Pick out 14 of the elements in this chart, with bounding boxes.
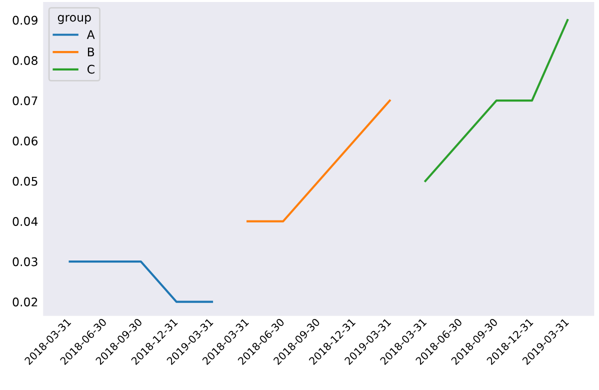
legend-title: group — [58, 14, 91, 24]
legend-label: B — [88, 48, 94, 56]
y-tick-label: 0.07 — [12, 96, 38, 106]
y-tick-label: 0.03 — [12, 257, 38, 266]
y-tick-label: 0.08 — [12, 56, 38, 65]
y-tick-label: 0.09 — [12, 16, 38, 25]
y-tick-label: 0.02 — [12, 298, 38, 306]
legend-label: C — [87, 64, 94, 74]
y-tick-label: 0.06 — [12, 136, 38, 146]
y-tick-label: 0.05 — [12, 176, 38, 186]
y-tick-label: 0.04 — [12, 217, 38, 226]
legend-label: A — [86, 30, 95, 39]
line-series — [246, 100, 391, 222]
line-series — [424, 19, 569, 182]
